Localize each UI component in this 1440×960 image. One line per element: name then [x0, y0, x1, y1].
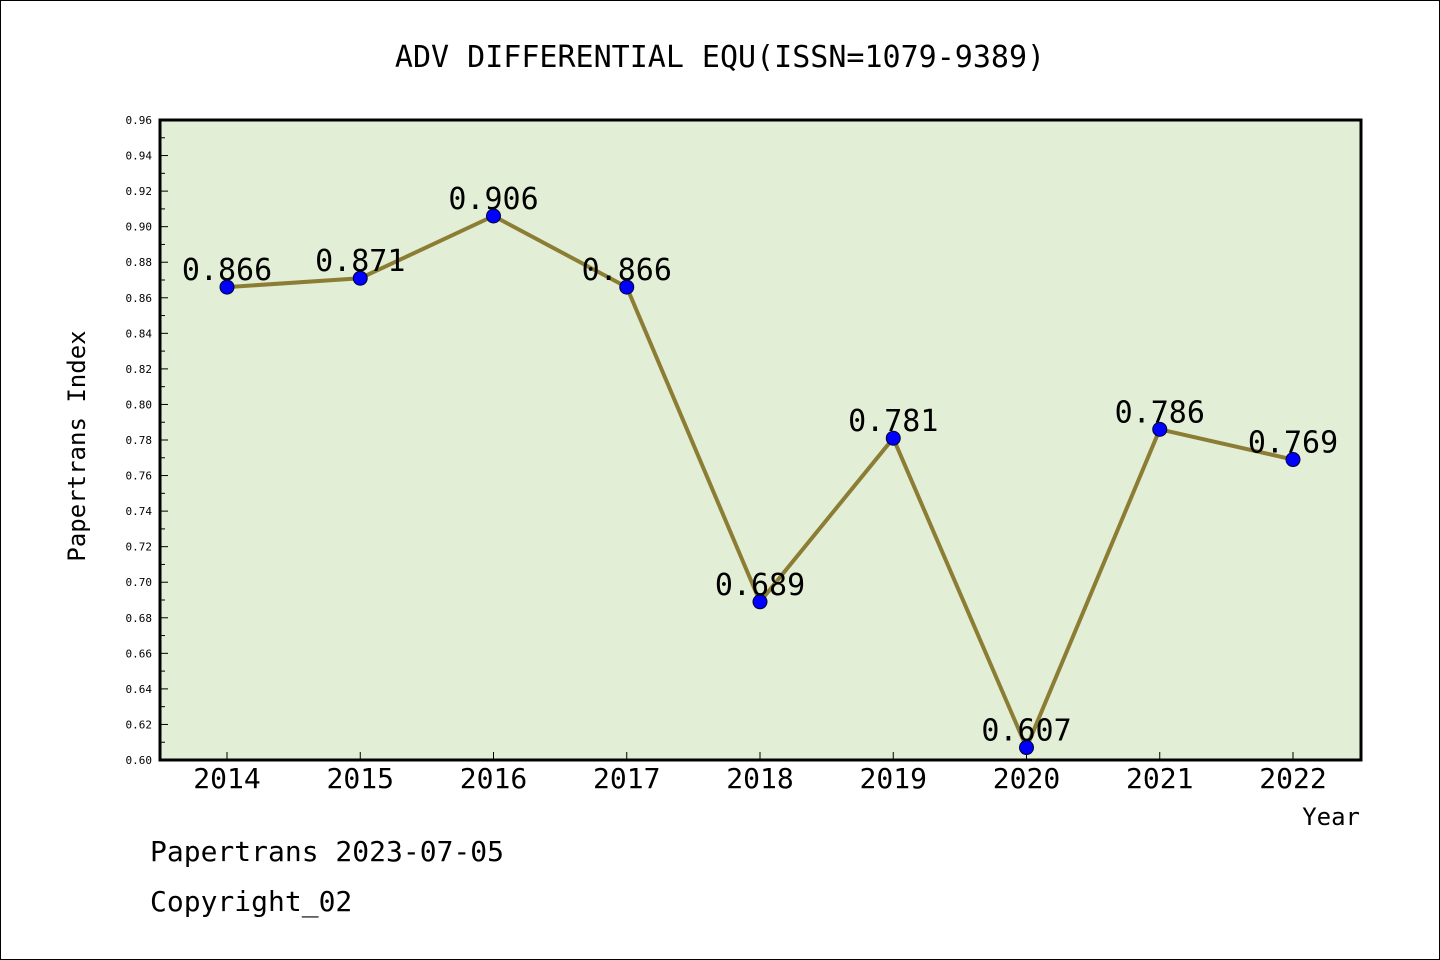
y-tick-label: 0.76	[126, 470, 153, 483]
y-tick-label: 0.60	[126, 754, 153, 767]
y-tick-label: 0.68	[126, 612, 153, 625]
x-axis: 2014 2015 2016 2017 2018 2019 2020 2021 2022	[193, 752, 1327, 795]
data-label: 0.769	[1248, 426, 1338, 461]
y-axis-label: Papertrans Index	[63, 330, 91, 561]
x-tick-label: 2015	[327, 762, 394, 795]
data-point	[752, 594, 768, 610]
y-tick-label: 0.86	[126, 292, 153, 305]
y-tick-label: 0.74	[126, 505, 153, 518]
data-point	[619, 279, 635, 295]
x-tick-label: 2017	[593, 762, 660, 795]
plot-area	[158, 118, 1363, 762]
y-tick-label: 0.90	[126, 221, 153, 234]
data-point	[352, 270, 368, 286]
x-tick-label: 2018	[726, 762, 793, 795]
x-tick-label: 2019	[860, 762, 927, 795]
y-tick-label: 0.80	[126, 398, 153, 411]
data-label: 0.866	[182, 253, 272, 288]
data-labels: 0.866 0.871 0.906 0.866 0.689 0.781 0.607 0.786…	[182, 182, 1338, 749]
data-point	[1019, 740, 1034, 756]
y-tick-label: 0.92	[126, 185, 153, 198]
data-label: 0.781	[848, 404, 938, 439]
y-tick-label: 0.82	[126, 363, 153, 376]
chart-title: ADV DIFFERENTIAL EQU(ISSN=1079-9389)	[395, 40, 1045, 75]
data-label: 0.689	[715, 568, 805, 603]
x-tick-label: 2016	[460, 762, 527, 795]
y-tick-label: 0.88	[126, 256, 153, 269]
date-stamp: Papertrans 2023-07-05	[150, 835, 505, 868]
data-label: 0.906	[448, 182, 538, 217]
y-tick-label: 0.66	[126, 647, 153, 660]
data-point	[1285, 452, 1301, 468]
data-point	[486, 208, 501, 224]
series-layer	[219, 208, 1301, 756]
data-label: 0.866	[582, 253, 672, 288]
y-tick-label: 0.96	[126, 114, 153, 127]
data-point	[885, 430, 901, 446]
data-label: 0.871	[315, 244, 405, 279]
x-tick-label: 2021	[1126, 762, 1193, 795]
y-tick-label: 0.94	[126, 150, 153, 163]
y-axis: 0.60 0.62 0.64 0.66 0.68 0.70 0.72 0.74 0.76 0.78…	[126, 114, 168, 767]
data-label: 0.786	[1115, 395, 1205, 430]
x-tick-label: 2022	[1259, 762, 1326, 795]
copyright-text: Copyright_02	[150, 885, 353, 918]
y-tick-label: 0.62	[126, 718, 153, 731]
data-point	[1152, 421, 1168, 437]
y-tick-label: 0.84	[126, 327, 153, 340]
y-tick-label: 0.72	[126, 541, 153, 554]
data-point	[219, 279, 235, 295]
y-tick-label: 0.78	[126, 434, 153, 447]
y-tick-label: 0.64	[126, 683, 153, 696]
x-tick-label: 2014	[193, 762, 260, 795]
x-tick-label: 2020	[993, 762, 1060, 795]
x-axis-label: Year	[1302, 803, 1360, 831]
data-label: 0.607	[981, 714, 1071, 749]
y-tick-label: 0.70	[126, 576, 153, 589]
